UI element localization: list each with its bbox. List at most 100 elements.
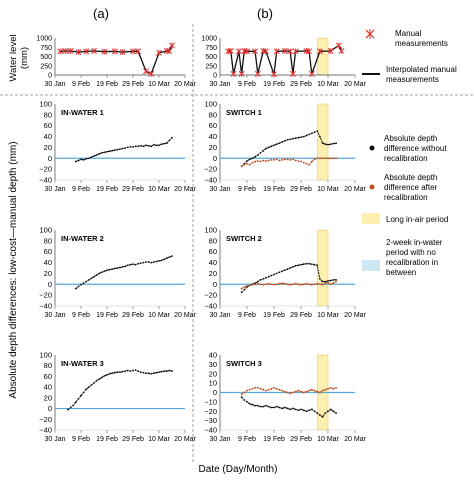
panel-switch-2-without-point (265, 276, 267, 279)
panel-switch-1-without-point (310, 132, 313, 135)
panel-in-water-3-without-point (171, 370, 173, 372)
legend-after-line3: recalibration (384, 193, 428, 202)
panel-in-water-1-without-point (142, 145, 145, 148)
panel-in-water-3-xtick-label: 20 Mar (174, 436, 196, 443)
panel-switch-3-ytick-label: 0 (213, 388, 217, 397)
panel-in-water-2-without-point (113, 267, 116, 270)
panel-in-water-2-without-point (85, 280, 88, 283)
panel-in-water-3-ytick-label: −40 (39, 426, 52, 435)
panel-in-water-1-without-point (100, 152, 103, 154)
panel-switch-1-after-point (329, 157, 332, 160)
panel-in-water-3-without-point (168, 369, 171, 372)
panel-in-water-3-without-point (106, 373, 108, 376)
panel-switch-2-after-point (316, 282, 319, 285)
panel-switch-1-after-point (300, 160, 302, 163)
panel-switch-1-without-point (270, 145, 273, 148)
panel-switch-2-after-point (292, 283, 294, 286)
panel-switch-2-without-point (308, 262, 310, 265)
panel-in-water-3-without-series-line (67, 369, 173, 410)
panel-switch-2-without-point (262, 278, 265, 280)
panel-switch-2-after-point (308, 283, 310, 286)
panel-switch-1-after-point (283, 158, 286, 161)
legend-without-line3: recalibration (384, 154, 428, 163)
panel-switch-3-without-point (251, 403, 254, 406)
panel-switch-3-without-point (286, 407, 289, 410)
panel-in-water-3-ytick-label: 20 (44, 393, 52, 402)
panel-in-water-3-without-point (150, 372, 153, 375)
panel-switch-2-after-point (300, 283, 302, 286)
legend-week-line2: period with no (386, 248, 436, 257)
top-panel-b-xtick-label: 9 Feb (238, 81, 256, 88)
top-panel-a-manual-marker (83, 48, 90, 55)
legend-after-line2: difference after (384, 183, 438, 192)
panel-in-water-3-without-point (103, 375, 106, 377)
panel-in-water-1-ytick-label: 60 (44, 121, 52, 130)
legend-longair-label: Long in-air period (386, 215, 448, 224)
panel-switch-3-after-point (262, 388, 265, 391)
panel-switch-2-after-point (335, 280, 337, 283)
panel-in-water-2-without-point (165, 257, 168, 260)
panel-in-water-3-xtick-label: 9 Feb (72, 436, 90, 443)
panel-switch-2-after-point (275, 283, 278, 286)
panel-in-water-1-without-point (87, 157, 90, 160)
panel-switch-3-without-point (321, 416, 324, 418)
panel-in-water-3-ytick-label: 0 (48, 404, 52, 413)
panel-in-water-1-without-point (82, 159, 85, 161)
top-panel-a-ytick-label: 0 (48, 73, 52, 80)
panel-switch-1-without-point (335, 142, 337, 145)
panel-in-water-3-ytick-label: 40 (44, 383, 52, 392)
panel-switch-1-without-point (248, 158, 251, 161)
top-panel-a-xtick-label: 20 Mar (174, 81, 196, 88)
panel-switch-2-after-point (267, 282, 270, 285)
panel-in-water-3-without-point (90, 384, 93, 386)
panel-switch-3-after-point (310, 388, 313, 391)
panel-switch-2-without-point (283, 269, 286, 272)
top-panel-b-manual-marker (281, 47, 288, 54)
panel-in-water-3-xtick-label: 10 Mar (148, 436, 170, 443)
panel-switch-2-without-point (273, 273, 275, 276)
panel-switch-3-without-point (292, 407, 294, 410)
panel-in-water-1-without-point (90, 156, 93, 159)
panel-in-water-1-without-point (95, 154, 98, 156)
panel-switch-1-after-point (310, 160, 313, 163)
top-panel-b-ytick-label: 500 (205, 54, 217, 61)
top-panel-b-manual-marker (254, 70, 261, 77)
legend-without-line2: difference without (384, 144, 447, 153)
panel-switch-2-after-point (243, 286, 246, 288)
panel-in-water-2-without-point (137, 262, 140, 265)
top-panel-b-ytick-label: 750 (205, 45, 217, 52)
panel-switch-3-without-point (246, 401, 248, 403)
top-panel-b-ytick-label: 0 (213, 73, 217, 80)
panel-switch-3-after-point (332, 387, 335, 390)
panel-in-water-3-without-point (77, 398, 80, 400)
panel-switch-1-label: SWITCH 1 (226, 108, 262, 117)
panel-switch-3-without-point (273, 406, 275, 409)
top-panel-b-manual-marker (273, 48, 280, 55)
panel-switch-2-without-series-line (241, 263, 337, 293)
panel-in-water-1-without-point (98, 153, 101, 155)
top-panel-b-manual-marker (287, 48, 294, 55)
panel-switch-2-ytick-label: −20 (204, 291, 217, 300)
panel-switch-1-without-point (321, 142, 324, 145)
panel-switch-3-without-point (327, 410, 329, 413)
panel-switch-1-after-point (262, 159, 265, 162)
top-panel-b-xtick-label: 19 Feb (263, 81, 285, 88)
panel-switch-1-xtick-label: 19 Feb (263, 186, 285, 193)
panel-switch-3-xtick-label: 20 Mar (344, 436, 366, 443)
panel-switch-1-without-point (256, 154, 259, 156)
panel-in-water-1-ytick-label: 0 (48, 154, 52, 163)
panel-in-water-1-xtick-label: 29 Feb (122, 186, 144, 193)
panel-in-water-3-without-point (67, 408, 69, 411)
top-panel-b-manual-marker (230, 70, 237, 77)
panel-in-water-2-without-point (80, 283, 82, 286)
panel-in-water-2-without-point (158, 260, 160, 262)
panel-switch-2-without-point (278, 271, 281, 274)
top-panel-b-longair-band (316, 37, 329, 76)
panel-switch-1-without-point (275, 143, 278, 146)
panel-switch-1-xtick-label: 20 Mar (344, 186, 366, 193)
panel-in-water-1-without-point (85, 157, 88, 160)
panel-switch-3-ytick-label: −10 (204, 397, 217, 406)
top-panel-b-ytick-label: 1000 (201, 36, 217, 43)
panel-switch-3-after-point (248, 388, 251, 391)
panel-in-water-1-xtick-label: 10 Mar (148, 186, 170, 193)
